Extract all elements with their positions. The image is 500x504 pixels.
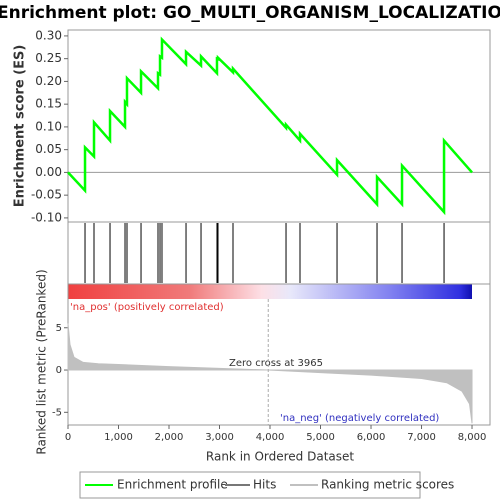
y-tick-label: 0.05 [35, 142, 62, 156]
es-line [67, 36, 473, 216]
hits-frame [67, 221, 491, 285]
x-tick-label: 2,000 [155, 432, 184, 443]
x-label: Rank in Ordered Dataset [206, 450, 354, 464]
y-tick-label: -0.10 [31, 210, 62, 224]
y-tick-label: 0.30 [35, 28, 62, 42]
x-tick-label: 5,000 [306, 432, 335, 443]
metric-y-label: Ranked list metric (PreRanked) [35, 269, 49, 454]
chart-title: Enrichment plot: GO_MULTI_ORGANISM_LOCAL… [0, 3, 500, 23]
color-bar [68, 284, 472, 299]
y-tick-label: -5 [52, 407, 62, 418]
y-tick-label: 0.00 [35, 165, 62, 179]
y-tick-label: -0.05 [31, 188, 62, 202]
metric-area [67, 323, 473, 424]
legend-label: Enrichment profile [117, 478, 228, 492]
x-tick-label: 3,000 [205, 432, 234, 443]
legend-label: Ranking metric scores [321, 478, 454, 492]
zero-cross-label: Zero cross at 3965 [229, 358, 323, 369]
es-frame [67, 29, 491, 223]
x-tick-label: 8,000 [458, 432, 487, 443]
x-tick-label: 7,000 [407, 432, 436, 443]
y-tick-label: 0.10 [35, 119, 62, 133]
x-tick-label: 4,000 [256, 432, 285, 443]
y-tick-label: 0.25 [35, 51, 62, 65]
y-tick-label: 5 [56, 323, 62, 334]
legend-label: Hits [253, 478, 276, 492]
x-tick-label: 6,000 [357, 432, 386, 443]
x-tick-label: 1,000 [104, 432, 133, 443]
y-tick-label: 0 [56, 365, 62, 376]
es-y-label: Enrichment score (ES) [13, 45, 28, 208]
y-tick-label: 0.20 [35, 74, 62, 88]
pos-label: 'na_pos' (positively correlated) [70, 302, 224, 313]
x-tick-label: 0 [65, 432, 71, 443]
y-tick-label: 0.15 [35, 97, 62, 111]
neg-label: 'na_neg' (negatively correlated) [280, 413, 439, 424]
